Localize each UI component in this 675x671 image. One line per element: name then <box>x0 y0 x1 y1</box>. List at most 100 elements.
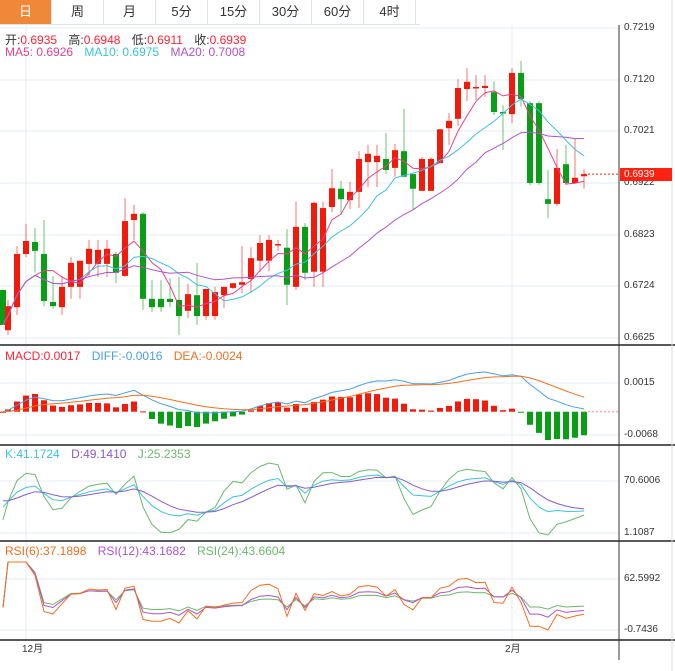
macd-bar <box>221 411 227 419</box>
macd-bar <box>509 408 515 412</box>
macd-legend: MACD:0.0017 DIFF:-0.0016 DEA:-0.0024 <box>5 349 250 363</box>
macd-bar <box>401 403 407 412</box>
rsi-tick: -0.7436 <box>624 624 658 635</box>
diff-line <box>2 371 585 414</box>
candle-body <box>581 174 587 177</box>
candle-body <box>113 253 119 273</box>
candle-body <box>356 158 362 192</box>
macd-bar <box>68 405 74 412</box>
rsi6-value: RSI(6):37.1898 <box>5 544 87 558</box>
macd-bar <box>455 401 461 412</box>
tab-day[interactable]: 日 <box>0 0 52 24</box>
macd-bar <box>158 411 164 424</box>
macd-bar <box>194 411 200 428</box>
tab-30min[interactable]: 30分 <box>260 0 312 24</box>
tab-month[interactable]: 月 <box>104 0 156 24</box>
macd-bar <box>473 399 479 412</box>
macd-bar <box>554 411 560 440</box>
macd-bar <box>23 395 29 412</box>
ma10-line <box>2 98 585 326</box>
candle-body <box>293 226 299 287</box>
d-line <box>2 476 585 513</box>
price-tick: 0.7219 <box>624 22 655 33</box>
macd-bar <box>203 411 209 424</box>
ohlc-legend: 开:0.6935 高:0.6948 低:0.6911 收:0.6939 <box>5 31 254 48</box>
candle-body <box>410 174 416 189</box>
candle-body <box>392 150 398 168</box>
macd-bar <box>113 407 119 412</box>
macd-bar <box>356 394 362 412</box>
candle-body <box>500 112 506 114</box>
tab-15min[interactable]: 15分 <box>208 0 260 24</box>
candle-body <box>446 120 452 129</box>
candle-body <box>14 253 20 308</box>
open-value: 0.6935 <box>20 33 58 47</box>
price-tick: 0.7120 <box>624 74 655 85</box>
macd-bar <box>419 409 425 412</box>
candle-body <box>212 292 218 317</box>
tab-5min[interactable]: 5分 <box>156 0 208 24</box>
candle-body <box>23 240 29 254</box>
macd-bar <box>581 411 587 436</box>
macd-bar <box>482 400 488 412</box>
candle-body <box>473 86 479 89</box>
rsi-tick: 62.5992 <box>624 573 661 584</box>
candle-body <box>554 167 560 204</box>
k-value: K:41.1724 <box>5 447 60 461</box>
close-value: 0.6939 <box>209 33 247 47</box>
candle-body <box>77 260 83 287</box>
period-tabs: 日 周 月 5分 15分 30分 60分 4时 <box>0 0 420 25</box>
candle-body <box>50 301 56 307</box>
tab-4hour[interactable]: 4时 <box>364 0 416 24</box>
macd-bar <box>383 397 389 412</box>
tab-60min[interactable]: 60分 <box>312 0 364 24</box>
candle-body <box>176 299 182 317</box>
macd-bar <box>527 411 533 425</box>
candle-body <box>491 92 497 113</box>
macd-bar <box>59 406 65 412</box>
macd-bar <box>50 405 56 412</box>
d-value: D:49.1410 <box>71 447 127 461</box>
macd-bar <box>536 411 542 433</box>
candle-body <box>383 158 389 170</box>
candle-body <box>509 72 515 115</box>
candle-body <box>365 153 371 163</box>
candle-body <box>302 226 308 273</box>
macd-bar <box>0 411 6 413</box>
candle-body <box>347 191 353 201</box>
price-tick: 0.6823 <box>624 229 655 240</box>
candle-body <box>194 295 200 317</box>
macd-bar <box>572 411 578 438</box>
macd-bar <box>131 401 137 412</box>
candle-body <box>401 151 407 177</box>
macd-bar <box>491 405 497 412</box>
price-tick: 0.6922 <box>624 177 655 188</box>
tab-week[interactable]: 周 <box>52 0 104 24</box>
ma5-line <box>2 90 585 326</box>
candle-body <box>482 85 488 89</box>
rsi-legend: RSI(6):37.1898 RSI(12):43.1682 RSI(24):4… <box>5 544 293 558</box>
macd-bar <box>41 400 47 412</box>
macd-bar <box>302 407 308 412</box>
low-value: 0.6911 <box>147 33 183 47</box>
candle-body <box>68 262 74 287</box>
macd-bar <box>500 410 506 412</box>
kdj-tick: 70.6006 <box>624 475 661 486</box>
candle-body <box>464 81 470 90</box>
date-label-dec: 12月 <box>22 644 44 655</box>
macd-bar <box>446 405 452 412</box>
candle-body <box>284 247 290 285</box>
candle-body <box>230 283 236 288</box>
candle-body <box>311 202 317 272</box>
candle-body <box>158 298 164 308</box>
candle-body <box>239 282 245 285</box>
candle-body <box>203 288 209 317</box>
current-price-tag: 0.6939 <box>620 168 672 181</box>
kdj-legend: K:41.1724 D:49.1410 J:25.2353 <box>5 447 199 461</box>
macd-bar <box>77 404 83 412</box>
ma10-value: MA10: 0.6975 <box>84 45 160 59</box>
candle-body <box>374 155 380 163</box>
dea-value: DEA:-0.0024 <box>173 349 243 363</box>
